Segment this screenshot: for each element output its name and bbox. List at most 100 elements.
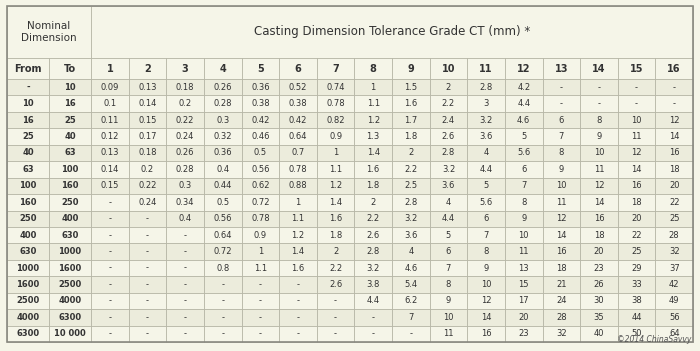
Text: 0.72: 0.72	[214, 247, 232, 256]
Bar	[316, 58, 354, 79]
Bar	[354, 211, 392, 227]
Text: 2.2: 2.2	[442, 99, 455, 108]
Text: 29: 29	[631, 264, 642, 272]
Text: 23: 23	[519, 329, 529, 338]
Bar	[655, 243, 693, 260]
Text: 8: 8	[370, 64, 377, 73]
Text: 0.88: 0.88	[288, 181, 307, 190]
Text: 12: 12	[631, 148, 642, 158]
Text: 9: 9	[446, 296, 451, 305]
Bar	[505, 227, 542, 243]
Bar	[7, 6, 91, 58]
Bar	[617, 95, 655, 112]
Bar	[7, 211, 49, 227]
Text: 5: 5	[484, 181, 489, 190]
Text: 20: 20	[519, 313, 529, 322]
Text: 0.22: 0.22	[139, 181, 157, 190]
Text: 0.42: 0.42	[288, 115, 307, 125]
Text: -: -	[108, 198, 111, 207]
Bar	[580, 145, 617, 161]
Text: 0.14: 0.14	[101, 165, 119, 174]
Text: 1000: 1000	[58, 247, 82, 256]
Text: 18: 18	[669, 165, 680, 174]
Bar	[279, 161, 316, 178]
Bar	[129, 293, 167, 309]
Bar	[542, 260, 580, 276]
Bar	[542, 194, 580, 211]
Bar	[204, 194, 242, 211]
Text: 4.6: 4.6	[517, 115, 531, 125]
Text: 10: 10	[556, 181, 566, 190]
Text: 6.2: 6.2	[404, 296, 417, 305]
Text: 7: 7	[559, 132, 564, 141]
Text: 28: 28	[669, 231, 680, 240]
Text: 0.38: 0.38	[251, 99, 270, 108]
Text: -: -	[410, 329, 412, 338]
Bar	[279, 194, 316, 211]
Bar	[468, 243, 505, 260]
Bar	[505, 309, 542, 326]
Bar	[49, 178, 91, 194]
Text: 6: 6	[559, 115, 564, 125]
Bar	[91, 194, 129, 211]
Bar	[505, 293, 542, 309]
Bar	[354, 194, 392, 211]
Text: 7: 7	[484, 231, 489, 240]
Bar	[430, 79, 468, 95]
Text: 2: 2	[408, 148, 414, 158]
Bar	[241, 326, 279, 342]
Text: 2.8: 2.8	[404, 198, 417, 207]
Bar	[617, 326, 655, 342]
Bar	[49, 211, 91, 227]
Text: 1.1: 1.1	[291, 214, 304, 223]
Bar	[468, 309, 505, 326]
Bar	[392, 309, 430, 326]
Text: 11: 11	[443, 329, 454, 338]
Text: 26: 26	[594, 280, 604, 289]
Text: 3: 3	[484, 99, 489, 108]
Bar	[505, 178, 542, 194]
Text: 1600: 1600	[58, 264, 82, 272]
Text: 11: 11	[631, 132, 642, 141]
Text: 4.4: 4.4	[367, 296, 379, 305]
Text: 8: 8	[484, 247, 489, 256]
Bar	[204, 243, 242, 260]
Text: 2.2: 2.2	[405, 165, 417, 174]
Text: 40: 40	[22, 148, 34, 158]
Text: 4: 4	[219, 64, 226, 73]
Text: 4000: 4000	[58, 296, 82, 305]
Text: 1.4: 1.4	[329, 198, 342, 207]
Text: 5: 5	[521, 132, 526, 141]
Text: 23: 23	[594, 264, 604, 272]
Bar	[49, 276, 91, 293]
Text: 2500: 2500	[16, 296, 40, 305]
Text: 1.8: 1.8	[367, 181, 380, 190]
Text: 100: 100	[20, 181, 36, 190]
Bar	[167, 178, 204, 194]
Text: -: -	[372, 329, 375, 338]
Bar	[241, 128, 279, 145]
Text: -: -	[108, 214, 111, 223]
Text: 6: 6	[521, 165, 526, 174]
Text: 0.17: 0.17	[138, 132, 157, 141]
Text: 1.1: 1.1	[367, 99, 379, 108]
Bar	[354, 309, 392, 326]
Text: 0.38: 0.38	[288, 99, 307, 108]
Text: 10: 10	[22, 99, 34, 108]
Text: 30: 30	[594, 296, 604, 305]
Bar	[354, 276, 392, 293]
Bar	[241, 95, 279, 112]
Bar	[542, 128, 580, 145]
Text: 6: 6	[484, 214, 489, 223]
Text: 1.4: 1.4	[367, 148, 379, 158]
Text: 5.6: 5.6	[480, 198, 493, 207]
Bar	[7, 227, 49, 243]
Bar	[204, 79, 242, 95]
Text: 5.6: 5.6	[517, 148, 531, 158]
Text: 16: 16	[594, 214, 604, 223]
Text: 0.42: 0.42	[251, 115, 270, 125]
Bar	[204, 293, 242, 309]
Bar	[167, 293, 204, 309]
Text: -: -	[334, 313, 337, 322]
Bar	[129, 194, 167, 211]
